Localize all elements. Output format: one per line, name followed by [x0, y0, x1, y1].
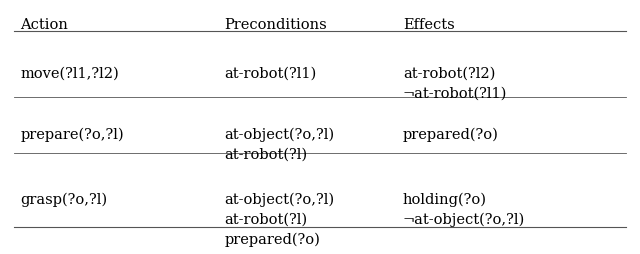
Text: prepared(?o): prepared(?o)	[403, 127, 499, 141]
Text: Action: Action	[20, 18, 68, 31]
Text: at-robot(?l2)
¬at-robot(?l1): at-robot(?l2) ¬at-robot(?l1)	[403, 67, 508, 100]
Text: grasp(?o,?l): grasp(?o,?l)	[20, 192, 108, 207]
Text: Effects: Effects	[403, 18, 454, 31]
Text: at-object(?o,?l)
at-robot(?l)
prepared(?o): at-object(?o,?l) at-robot(?l) prepared(?…	[225, 192, 335, 246]
Text: holding(?o)
¬at-object(?o,?l): holding(?o) ¬at-object(?o,?l)	[403, 192, 525, 227]
Text: at-object(?o,?l)
at-robot(?l): at-object(?o,?l) at-robot(?l)	[225, 127, 335, 161]
Text: at-robot(?l1): at-robot(?l1)	[225, 67, 317, 81]
Text: Preconditions: Preconditions	[225, 18, 327, 31]
Text: prepare(?o,?l): prepare(?o,?l)	[20, 127, 124, 141]
Text: move(?l1,?l2): move(?l1,?l2)	[20, 67, 119, 81]
